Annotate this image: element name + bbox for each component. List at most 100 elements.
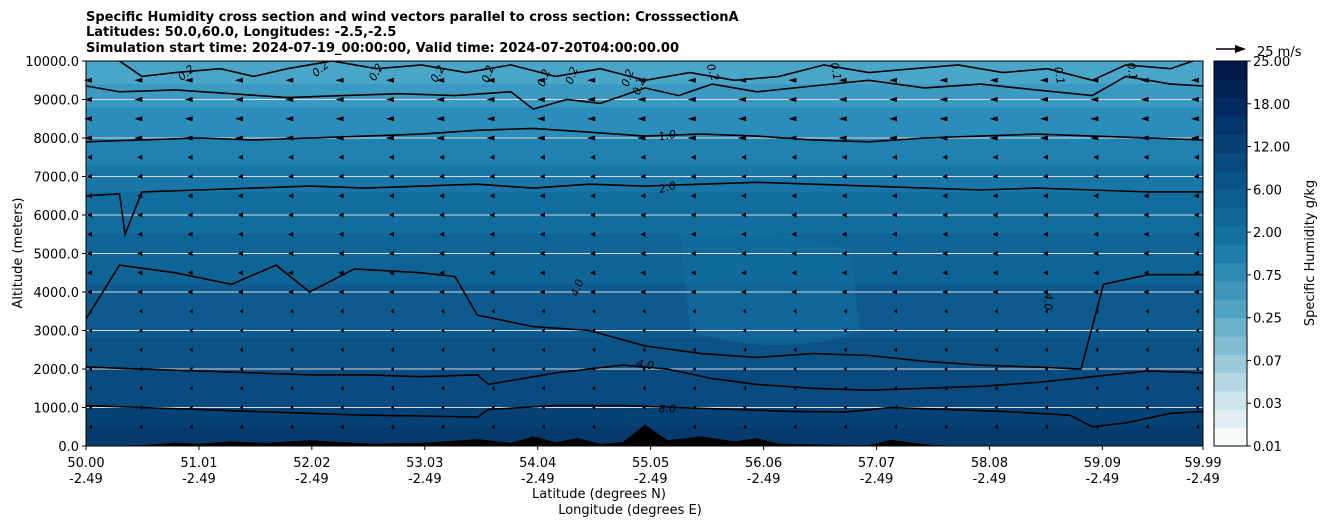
wind-arrow-354 bbox=[992, 193, 998, 199]
wind-arrow-191 bbox=[592, 405, 596, 410]
wind-arrow-58 bbox=[239, 405, 243, 410]
wind-arrow-428 bbox=[1193, 231, 1199, 237]
wind-arrow-365 bbox=[1044, 347, 1048, 353]
wind-arrow-330 bbox=[942, 289, 948, 295]
wind-arrow-270 bbox=[793, 347, 797, 353]
x-tick-label-lon-5: -2.49 bbox=[634, 472, 668, 487]
wind-arrow-240 bbox=[690, 193, 696, 199]
colorbar-tick-label-8: 18.00 bbox=[1253, 98, 1290, 113]
wind-arrow-422 bbox=[1195, 347, 1199, 353]
wind-arrow-168 bbox=[486, 116, 495, 122]
wind-arrow-171 bbox=[541, 424, 545, 430]
wind-arrow-74 bbox=[234, 97, 243, 102]
y-tick-label-3: 3000.0 bbox=[34, 325, 80, 340]
wind-arrow-232 bbox=[692, 347, 696, 353]
colorbar-segment-1 bbox=[1214, 409, 1247, 429]
wind-arrow-199 bbox=[590, 251, 596, 256]
wind-arrow-188 bbox=[536, 97, 545, 102]
wind-arrow-153 bbox=[491, 405, 495, 410]
wind-arrow-363 bbox=[1044, 385, 1048, 391]
colorbar-segment-11 bbox=[1214, 226, 1247, 245]
y-tick-label-7: 7000.0 bbox=[34, 171, 80, 186]
wind-arrow-335 bbox=[942, 193, 948, 199]
colorbar-segment-13 bbox=[1214, 189, 1247, 209]
wind-arrow-68 bbox=[237, 212, 243, 218]
wind-arrow-134 bbox=[441, 405, 445, 410]
wind-arrow-386 bbox=[1095, 308, 1099, 314]
wind-arrow-91 bbox=[285, 135, 294, 141]
axes: 0.0 1000.0 2000.0 3000.0 4000.0 5000.0 6000.0 7… bbox=[25, 55, 1221, 487]
wind-arrow-257 bbox=[741, 231, 747, 237]
wind-arrow-81 bbox=[290, 328, 294, 333]
wind-arrow-355 bbox=[992, 174, 998, 179]
wind-arrow-158 bbox=[491, 308, 495, 314]
wind-arrow-423 bbox=[1195, 328, 1199, 333]
wind-arrow-271 bbox=[793, 328, 797, 333]
colorbar-segment-8 bbox=[1214, 281, 1247, 300]
wind-arrow-16 bbox=[84, 116, 92, 122]
wind-arrow-317 bbox=[892, 174, 898, 179]
wind-arrow-113 bbox=[335, 77, 344, 83]
wind-arrow-273 bbox=[791, 289, 797, 295]
wind-arrow-333 bbox=[942, 231, 948, 237]
wind-arrow-200 bbox=[590, 231, 596, 237]
wind-arrow-23 bbox=[139, 347, 143, 353]
x-tick-label-lat-7: 57.07 bbox=[858, 456, 895, 471]
wind-arrow-329 bbox=[944, 308, 948, 314]
wind-arrow-65 bbox=[237, 270, 243, 276]
wind-arrow-47 bbox=[187, 251, 193, 256]
wind-arrow-157 bbox=[491, 328, 495, 333]
wind-arrow-389 bbox=[1093, 251, 1099, 256]
colorbar-segment-0 bbox=[1214, 427, 1247, 447]
wind-arrow-228 bbox=[692, 424, 696, 430]
wind-arrow-37 bbox=[134, 77, 143, 83]
wind-arrow-79 bbox=[290, 366, 294, 372]
title-line-1: Specific Humidity cross section and wind… bbox=[86, 10, 739, 25]
y-tick-label-10: 10000.0 bbox=[25, 55, 79, 70]
wind-arrow-312 bbox=[892, 270, 898, 276]
wind-arrow-237 bbox=[690, 251, 696, 256]
wind-arrow-194 bbox=[592, 347, 596, 353]
wind-arrow-291 bbox=[843, 308, 847, 314]
wind-arrow-348 bbox=[994, 308, 998, 314]
wind-arrow-295 bbox=[841, 231, 847, 237]
wind-arrow-192 bbox=[592, 385, 596, 391]
x-axis-label-lon: Longitude (degrees E) bbox=[558, 503, 702, 518]
wind-arrow-392 bbox=[1093, 193, 1099, 199]
x-tick-label-lat-4: 54.04 bbox=[519, 456, 556, 471]
wind-arrow-415 bbox=[1140, 116, 1149, 122]
wind-arrow-402 bbox=[1145, 366, 1149, 372]
wind-arrow-119 bbox=[390, 328, 394, 333]
wind-arrow-127 bbox=[388, 174, 394, 179]
contour-label-17: 4.0 bbox=[635, 357, 654, 373]
wind-arrow-212 bbox=[642, 366, 646, 372]
wind-arrow-255 bbox=[741, 270, 747, 276]
wind-arrow-294 bbox=[841, 251, 847, 256]
wind-arrow-431 bbox=[1193, 174, 1199, 179]
wind-arrow-206 bbox=[587, 116, 596, 122]
wind-arrow-369 bbox=[1042, 270, 1048, 276]
y-tick-label-1: 1000.0 bbox=[34, 402, 80, 417]
wind-arrow-169 bbox=[486, 97, 495, 102]
wind-arrow-117 bbox=[390, 366, 394, 372]
wind-arrow-344 bbox=[994, 385, 998, 391]
colorbar-tick-label-1: 0.03 bbox=[1253, 397, 1282, 412]
wind-arrow-48 bbox=[187, 231, 193, 237]
wind-arrow-277 bbox=[791, 212, 797, 218]
wind-arrow-399 bbox=[1145, 424, 1149, 430]
wind-arrow-72 bbox=[234, 135, 243, 141]
wind-arrow-367 bbox=[1044, 308, 1048, 314]
wind-arrow-267 bbox=[793, 405, 797, 410]
contour-label-7: 0.2 bbox=[619, 67, 637, 88]
wind-arrow-67 bbox=[237, 231, 243, 237]
wind-arrow-182 bbox=[539, 212, 545, 218]
wind-arrow-50 bbox=[187, 193, 193, 199]
contour-label-11: 0.1 bbox=[1051, 66, 1067, 85]
colorbar-segment-14 bbox=[1214, 171, 1247, 190]
wind-arrow-305 bbox=[894, 405, 898, 410]
wind-arrow-28 bbox=[137, 251, 143, 256]
contour-label-6: 0.2 bbox=[563, 65, 581, 86]
wind-arrow-196 bbox=[592, 308, 596, 314]
wind-arrow-434 bbox=[1190, 116, 1199, 122]
wind-arrow-190 bbox=[592, 424, 596, 430]
